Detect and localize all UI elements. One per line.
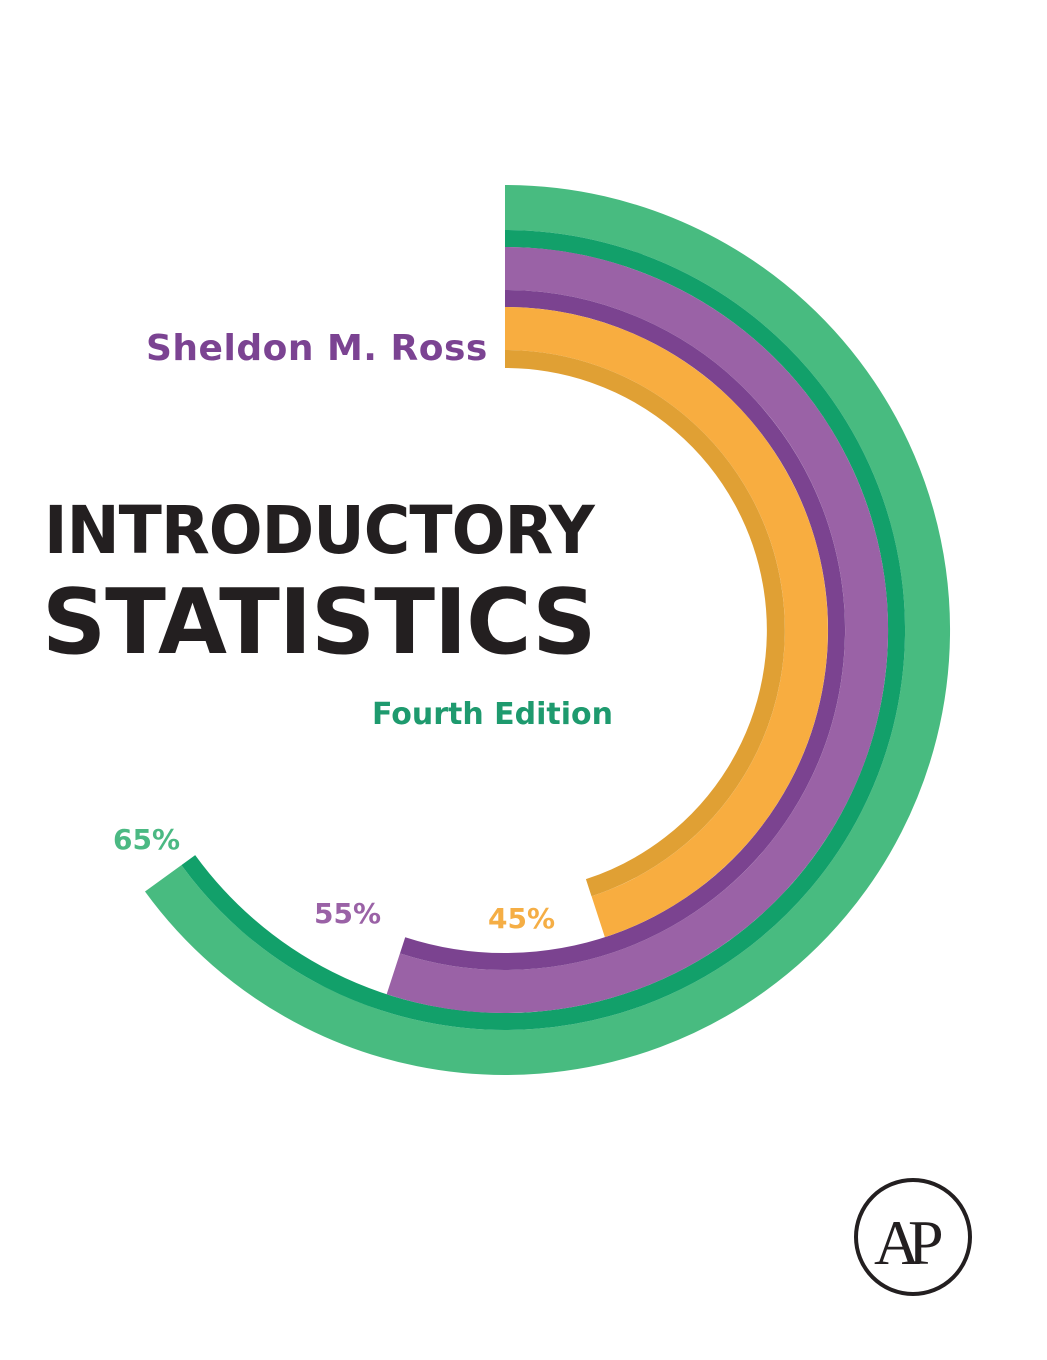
author-name: Sheldon M. Ross [146, 328, 488, 369]
title-line-1: INTRODUCTORY [44, 492, 595, 569]
logo-letter-p: P [908, 1207, 944, 1278]
label-45-percent: 45% [488, 902, 556, 935]
ring-65-light [145, 185, 951, 1075]
label-65-percent: 65% [113, 823, 181, 856]
ring-45-dark [504, 350, 785, 897]
ring-45-light [504, 307, 828, 938]
label-55-percent: 55% [314, 897, 382, 930]
ring-65-dark [181, 230, 906, 1030]
logo-letter-a: A [874, 1207, 920, 1278]
ap-monogram-icon: A P [854, 1178, 972, 1296]
ring-55-dark [399, 290, 845, 970]
ring-55-light [386, 247, 889, 1013]
edition-label: Fourth Edition [372, 697, 614, 732]
title-line-2: STATISTICS [42, 570, 596, 675]
